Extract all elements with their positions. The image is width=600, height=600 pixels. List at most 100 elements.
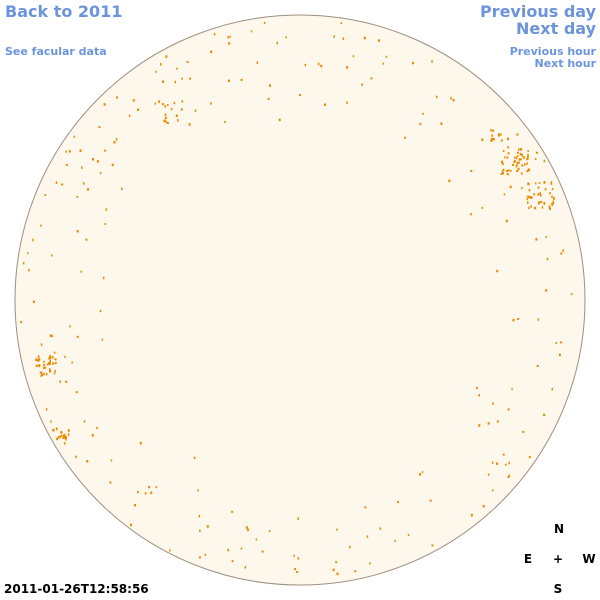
facula bbox=[67, 433, 70, 436]
facula bbox=[278, 118, 281, 122]
facula bbox=[336, 572, 339, 576]
facula bbox=[134, 503, 136, 507]
facula bbox=[507, 169, 510, 172]
facula bbox=[154, 102, 157, 105]
facula bbox=[518, 158, 521, 161]
facula bbox=[268, 530, 271, 533]
facula bbox=[452, 98, 455, 102]
facula bbox=[510, 169, 512, 172]
facula bbox=[20, 321, 23, 324]
facula bbox=[487, 422, 490, 425]
facula bbox=[419, 473, 421, 476]
facula bbox=[86, 460, 89, 463]
facula bbox=[61, 183, 64, 186]
facula bbox=[193, 456, 196, 460]
facula bbox=[507, 475, 510, 478]
facula bbox=[186, 61, 189, 64]
facula bbox=[164, 116, 167, 120]
facula bbox=[394, 539, 396, 542]
facula bbox=[109, 481, 112, 484]
facula bbox=[37, 355, 40, 358]
facula bbox=[57, 436, 60, 439]
facula bbox=[75, 391, 78, 394]
next-hour-link[interactable]: Next hour bbox=[534, 57, 597, 70]
facula bbox=[304, 63, 307, 67]
facula bbox=[244, 566, 247, 569]
facula bbox=[194, 109, 197, 112]
facula bbox=[522, 430, 525, 433]
facula bbox=[530, 196, 533, 199]
facula bbox=[346, 101, 348, 104]
facula bbox=[44, 194, 47, 196]
facula bbox=[519, 158, 522, 161]
facula bbox=[520, 148, 523, 151]
facula bbox=[552, 201, 555, 205]
facula bbox=[229, 35, 231, 38]
facula bbox=[49, 370, 52, 373]
facula bbox=[247, 528, 249, 531]
facula bbox=[505, 219, 508, 223]
facula bbox=[297, 517, 299, 520]
facula bbox=[519, 152, 522, 156]
facula bbox=[111, 163, 114, 167]
facula bbox=[197, 489, 199, 492]
facula bbox=[507, 146, 509, 149]
facula bbox=[551, 203, 553, 207]
facula bbox=[155, 70, 157, 73]
facula bbox=[54, 362, 57, 365]
facula bbox=[164, 105, 167, 108]
facula bbox=[76, 335, 79, 338]
facula bbox=[470, 170, 473, 172]
facula bbox=[59, 435, 62, 438]
facula bbox=[521, 164, 524, 167]
facula bbox=[552, 200, 554, 203]
previous-day-link[interactable]: Previous day bbox=[479, 2, 596, 21]
facula bbox=[53, 372, 56, 375]
facula bbox=[527, 201, 529, 204]
facula bbox=[478, 424, 481, 427]
facula bbox=[32, 300, 35, 303]
facula bbox=[543, 159, 546, 163]
facular-data-link[interactable]: See facular data bbox=[5, 45, 107, 58]
facula bbox=[105, 208, 108, 211]
facula bbox=[181, 77, 183, 80]
facula bbox=[540, 200, 543, 203]
facula bbox=[250, 30, 253, 33]
facula bbox=[551, 388, 553, 391]
facula bbox=[48, 357, 50, 360]
faculae bbox=[20, 21, 573, 576]
facula bbox=[530, 205, 532, 208]
facula bbox=[80, 270, 82, 273]
facula bbox=[551, 188, 554, 191]
facula bbox=[163, 119, 166, 123]
facula bbox=[431, 60, 433, 63]
facula bbox=[492, 138, 495, 141]
facula bbox=[537, 193, 540, 196]
facula bbox=[224, 121, 226, 123]
facula bbox=[113, 141, 116, 144]
facula bbox=[228, 42, 231, 45]
facula bbox=[336, 528, 338, 531]
facula bbox=[526, 198, 529, 201]
facula bbox=[69, 325, 71, 328]
facula bbox=[198, 556, 201, 559]
facula bbox=[231, 560, 234, 563]
facula bbox=[412, 61, 415, 65]
facula bbox=[175, 114, 178, 118]
previous-hour-link[interactable]: Previous hour bbox=[509, 45, 596, 58]
facula bbox=[534, 158, 537, 161]
back-link[interactable]: Back to 2011 bbox=[5, 2, 123, 21]
facula bbox=[167, 104, 169, 106]
facula bbox=[51, 335, 54, 338]
next-day-link[interactable]: Next day bbox=[516, 19, 596, 38]
facula bbox=[419, 123, 422, 126]
facula bbox=[501, 171, 504, 175]
facula bbox=[256, 61, 258, 64]
facula bbox=[38, 364, 41, 367]
facula bbox=[511, 388, 513, 391]
facula bbox=[492, 129, 494, 132]
facula bbox=[65, 163, 68, 166]
facula bbox=[490, 139, 493, 142]
facula bbox=[269, 84, 271, 87]
facula bbox=[521, 187, 523, 190]
